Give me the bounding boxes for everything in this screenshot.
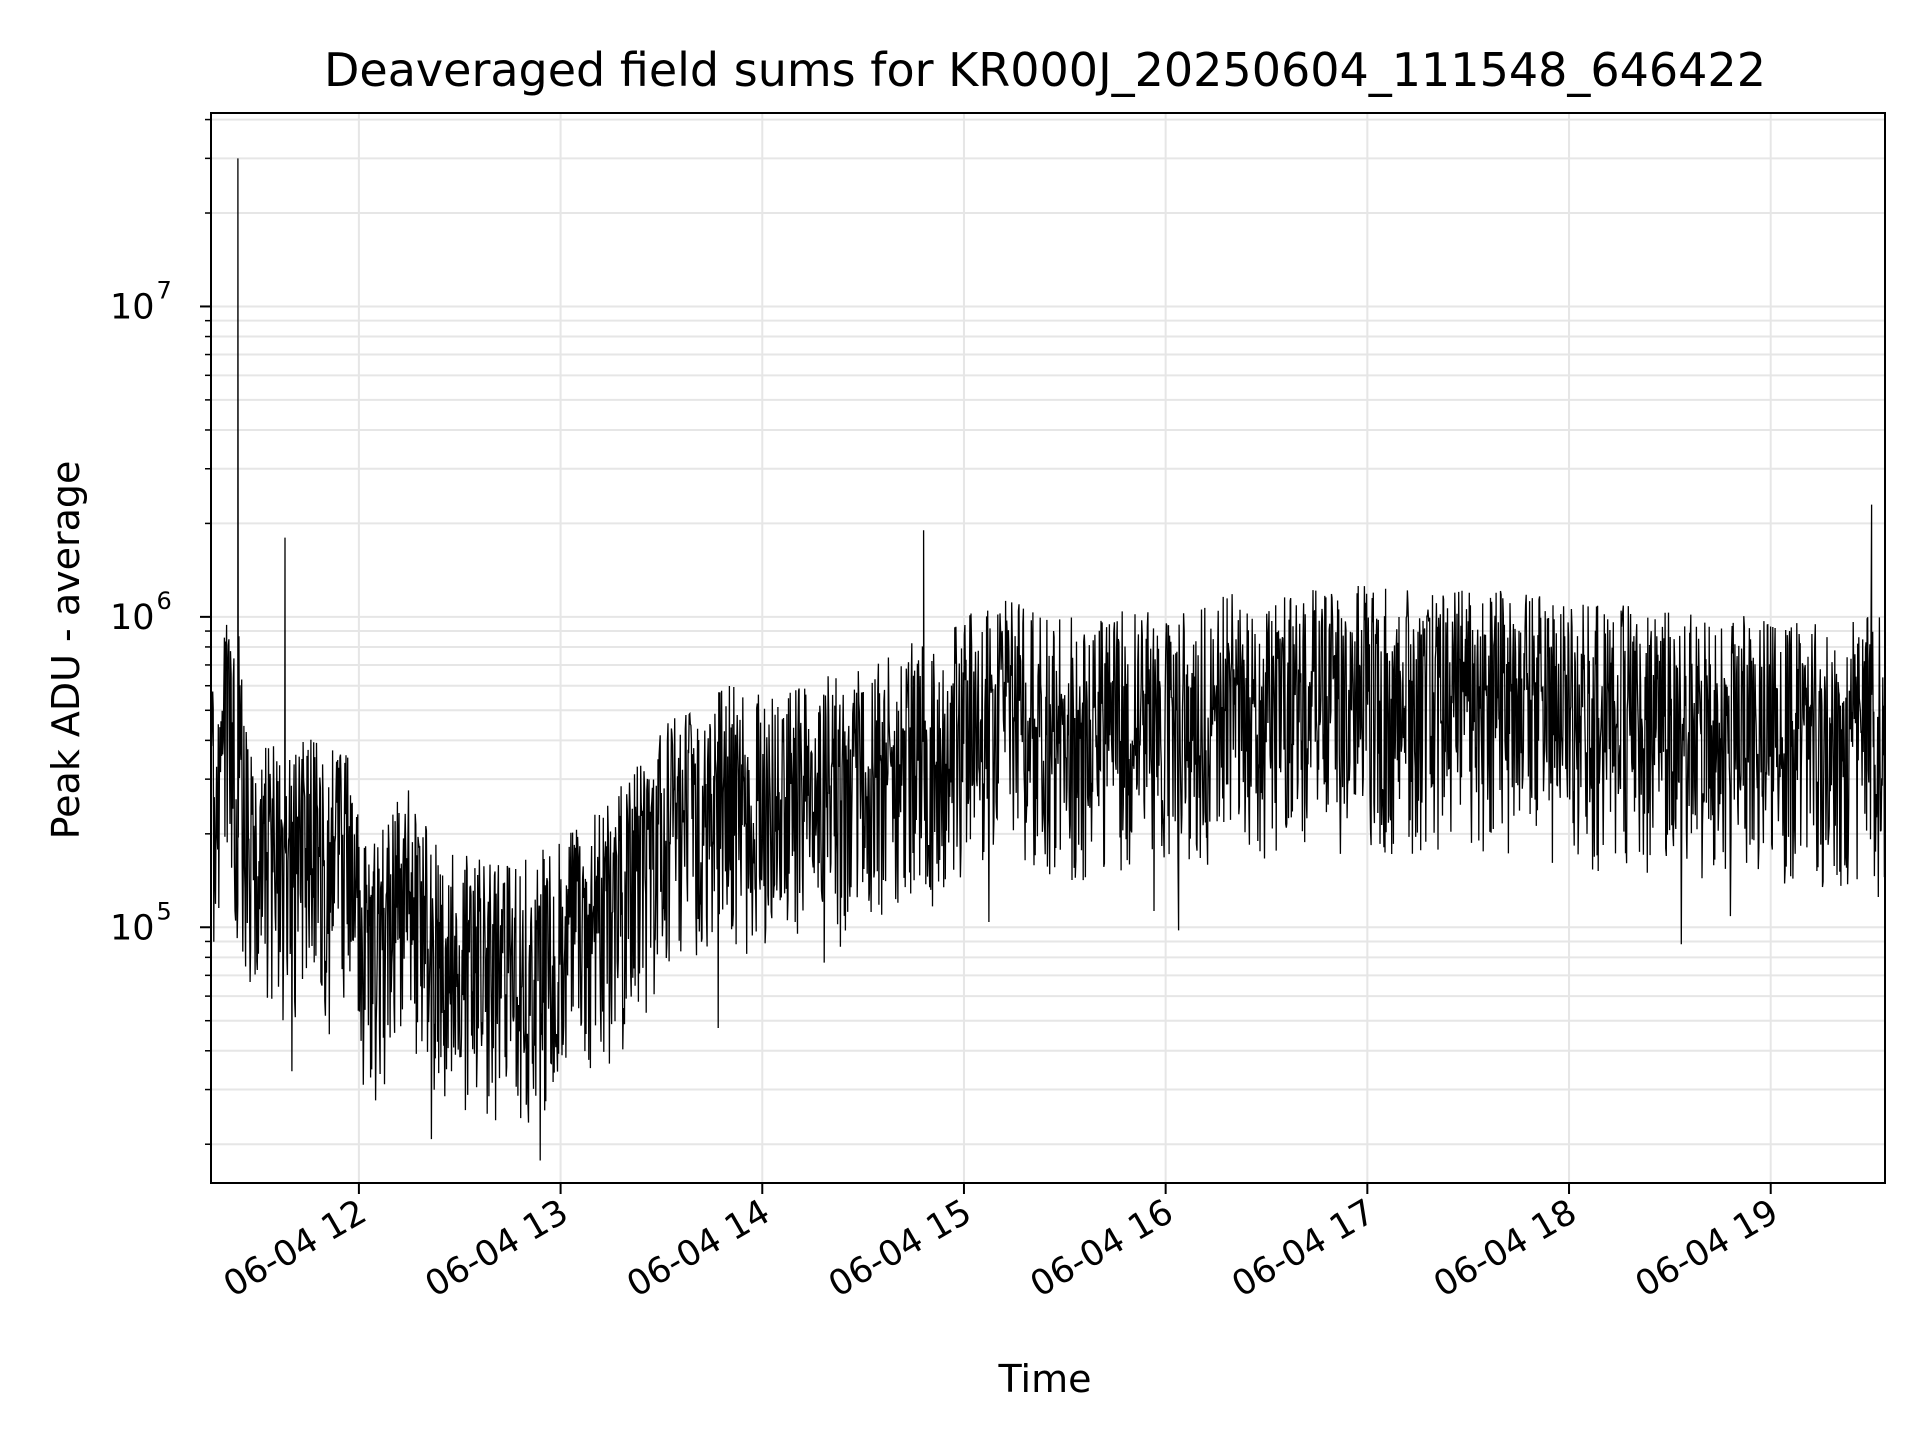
- series-line: [210, 158, 1886, 1161]
- x-tick-label: 06-04 15: [822, 1192, 978, 1305]
- x-tick-label: 06-04 14: [620, 1192, 776, 1305]
- y-tick-base: 10: [110, 287, 155, 327]
- x-tick-label: 06-04 13: [419, 1192, 575, 1305]
- y-tick-exponent: 7: [157, 276, 172, 304]
- y-tick-base: 10: [110, 908, 155, 948]
- chart-title: Deaveraged field sums for KR000J_2025060…: [324, 43, 1766, 97]
- y-tick-label: 107: [110, 276, 172, 327]
- y-tick-label: 105: [110, 897, 172, 948]
- data-series: [210, 158, 1886, 1161]
- y-tick-exponent: 6: [157, 587, 172, 615]
- y-tick-label: 106: [110, 587, 172, 638]
- x-tick-label: 06-04 18: [1427, 1192, 1583, 1305]
- x-axis-label: Time: [998, 1357, 1092, 1401]
- plot-frame: [210, 112, 1886, 1184]
- y-tick-base: 10: [110, 598, 155, 638]
- y-axis-label: Peak ADU - average: [44, 461, 88, 840]
- x-tick-label: 06-04 16: [1024, 1192, 1180, 1305]
- x-tick-label: 06-04 12: [217, 1192, 373, 1305]
- x-tick-label: 06-04 17: [1226, 1192, 1382, 1305]
- y-tick-exponent: 5: [157, 897, 172, 925]
- x-tick-label: 06-04 19: [1629, 1192, 1785, 1305]
